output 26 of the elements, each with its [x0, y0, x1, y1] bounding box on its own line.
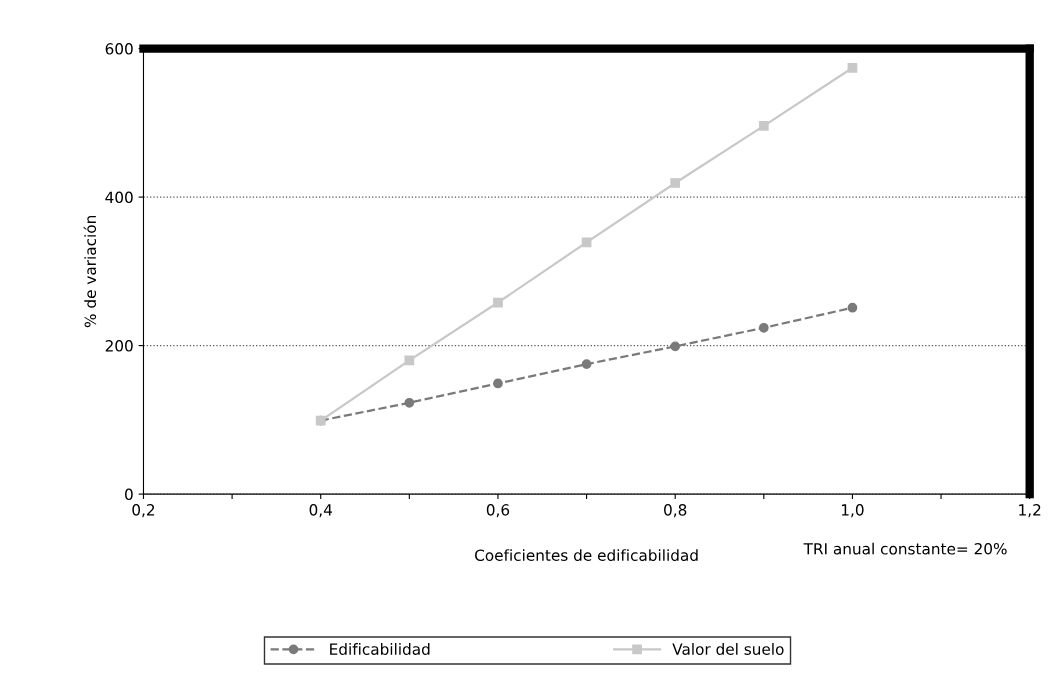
- x-tick-label: 0,2: [132, 504, 155, 518]
- point: [493, 297, 503, 308]
- point: [493, 378, 503, 389]
- y-tick-label: 0: [125, 488, 133, 501]
- point: [670, 341, 681, 352]
- point: [404, 355, 415, 366]
- y-tick-label: 600: [105, 43, 133, 55]
- x-tick-label: 0,8: [664, 504, 687, 518]
- point: [758, 322, 769, 333]
- x-axis-title: Coeficientes de edificabilidad: [475, 549, 698, 561]
- y-axis-title: % de variación: [83, 216, 97, 328]
- point: [670, 178, 681, 188]
- point: [847, 302, 858, 313]
- text: TRI anual constante= 20%: [803, 542, 1007, 555]
- x-tick-label: 0,6: [486, 504, 510, 518]
- point: [404, 397, 415, 408]
- legend-label: Edificabilidad: [330, 643, 430, 655]
- y-tick-label: 200: [105, 340, 133, 352]
- x-tick-label: 1,2: [1019, 504, 1041, 518]
- point: [581, 359, 592, 370]
- point: [847, 63, 858, 73]
- x-tick-label: 0,4: [309, 504, 333, 518]
- x-tick-label: 1,0: [841, 504, 864, 518]
- legend-label: Valor del suelo: [672, 643, 784, 655]
- point: [758, 120, 769, 131]
- y-tick-label: 400: [105, 191, 133, 204]
